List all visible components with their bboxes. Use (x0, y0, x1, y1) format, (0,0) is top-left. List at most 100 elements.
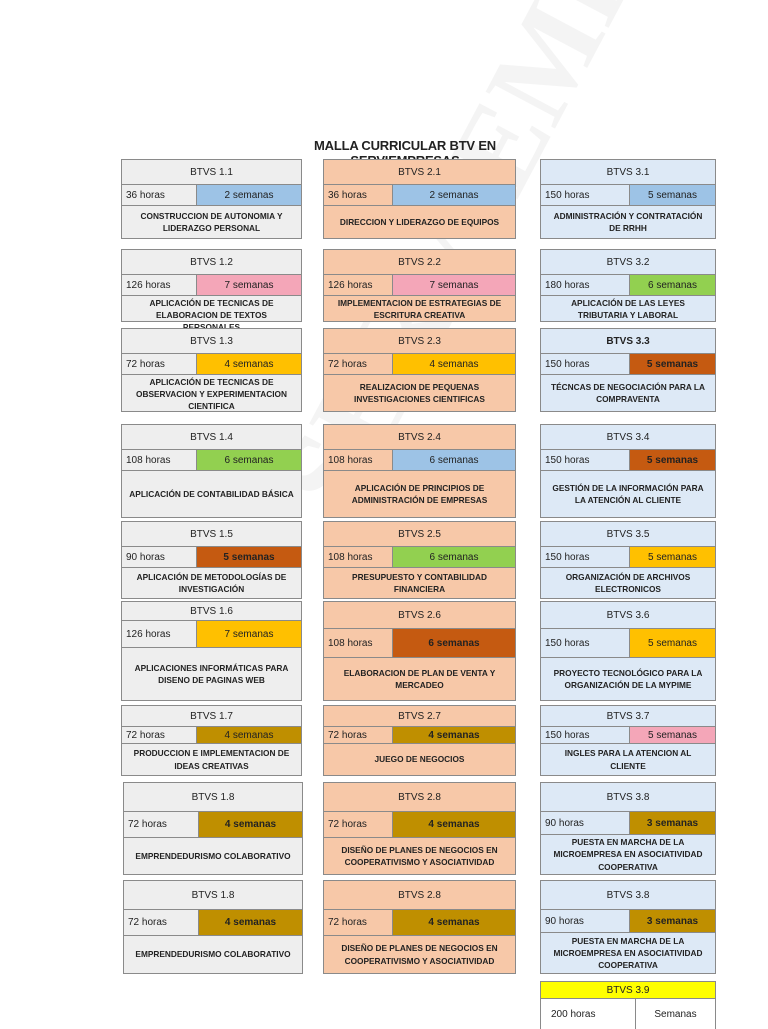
course-weeks: 3 semanas (630, 812, 715, 834)
course-name: PROYECTO TECNOLÓGICO PARA LA ORGANIZACIÓ… (553, 667, 703, 690)
course-code: BTVS 1.1 (122, 160, 301, 185)
course-weeks: 5 semanas (197, 547, 301, 567)
course-card-2-7: BTVS 2.7 72 horas 4 semanas JUEGO DE NEGO… (323, 705, 516, 776)
course-card-1-3: BTVS 1.3 72 horas 4 semanas APLICACIÓN DE… (121, 328, 302, 412)
course-code: BTVS 1.7 (122, 706, 301, 727)
course-card-3-7: BTVS 3.7 150 horas 5 semanas INGLES PARA … (540, 705, 716, 776)
course-code: BTVS 2.6 (324, 602, 515, 629)
course-weeks: 4 semanas (393, 727, 515, 743)
course-code: BTVS 1.6 (122, 602, 301, 621)
course-hours: 72 horas (124, 910, 199, 935)
course-hours: 90 horas (541, 910, 630, 932)
course-code: BTVS 3.2 (541, 250, 715, 275)
course-name: CONSTRUCCION DE AUTONOMIA Y LIDERAZGO PE… (140, 210, 283, 233)
course-weeks: 5 semanas (630, 450, 715, 470)
course-code: BTVS 1.3 (122, 329, 301, 354)
course-card-1-9: BTVS 1.8 72 horas 4 semanas EMPRENDEDURIS… (123, 880, 303, 974)
course-code: BTVS 2.8 (324, 783, 515, 812)
course-code: BTVS 1.5 (122, 522, 301, 547)
course-weeks: 4 semanas (199, 812, 302, 837)
course-card-2-6: BTVS 2.6 108 horas 6 semanas ELABORACION … (323, 601, 516, 701)
course-card-2-8: BTVS 2.8 72 horas 4 semanas DISEÑO DE PLA… (323, 782, 516, 875)
course-name: DIRECCION Y LIDERAZGO DE EQUIPOS (339, 216, 500, 227)
course-name: EMPRENDEDURISMO COLABORATIVO (135, 949, 291, 960)
course-hours: 150 horas (541, 629, 630, 657)
course-code: BTVS 2.3 (324, 329, 515, 354)
course-name: GESTIÓN DE LA INFORMACIÓN PARA LA ATENCI… (552, 482, 704, 505)
course-hours: 108 horas (324, 450, 393, 470)
course-code: BTVS 1.8 (124, 783, 302, 812)
course-card-3-4: BTVS 3.4 150 horas 5 semanas GESTIÓN DE L… (540, 424, 716, 518)
course-card-1-6: BTVS 1.6 126 horas 7 semanas APLICACIONES… (121, 601, 302, 701)
course-card-3-8: BTVS 3.8 90 horas 3 semanas PUESTA EN MAR… (540, 782, 716, 875)
course-card-2-3: BTVS 2.3 72 horas 4 semanas REALIZACION D… (323, 328, 516, 412)
course-code: BTVS 3.4 (541, 425, 715, 450)
course-code: BTVS 3.7 (541, 706, 715, 727)
course-hours: 150 horas (541, 185, 630, 205)
course-weeks: 4 semanas (199, 910, 302, 935)
course-weeks: 3 semanas (630, 910, 715, 932)
course-hours: 126 horas (122, 621, 197, 647)
course-card-1-5: BTVS 1.5 90 horas 5 semanas APLICACIÓN DE… (121, 521, 302, 599)
course-weeks: 4 semanas (393, 910, 515, 935)
course-weeks: 6 semanas (393, 629, 515, 657)
course-hours: 72 horas (324, 354, 393, 374)
course-hours: 150 horas (541, 450, 630, 470)
course-weeks: 6 semanas (393, 450, 515, 470)
course-hours: 36 horas (122, 185, 197, 205)
course-weeks: 5 semanas (630, 185, 715, 205)
course-weeks: 4 semanas (393, 812, 515, 837)
course-name: PUESTA EN MARCHA DE LA MICROEMPRESA EN A… (553, 837, 703, 872)
course-hours: 108 horas (324, 547, 393, 567)
course-name: APLICACIÓN DE TECNICAS DE OBSERVACION Y … (136, 377, 287, 412)
course-hours: 90 horas (541, 812, 630, 834)
course-card-3-1: BTVS 3.1 150 horas 5 semanas ADMINISTRACI… (540, 159, 716, 239)
course-weeks: 4 semanas (197, 727, 301, 743)
course-name: DISEÑO DE PLANES DE NEGOCIOS EN COOPERAT… (341, 844, 498, 867)
course-card-1-2: BTVS 1.2 126 horas 7 semanas APLICACIÓN D… (121, 249, 302, 332)
course-weeks: 5 semanas (630, 547, 715, 567)
course-name: DISEÑO DE PLANES DE NEGOCIOS EN COOPERAT… (341, 943, 498, 966)
course-weeks: 2 semanas (197, 185, 301, 205)
course-hours: 36 horas (324, 185, 393, 205)
course-code: BTVS 2.5 (324, 522, 515, 547)
course-card-1-4: BTVS 1.4 108 horas 6 semanas APLICACIÓN D… (121, 424, 302, 518)
course-name: EMPRENDEDURISMO COLABORATIVO (135, 850, 291, 861)
course-name: ELABORACION DE PLAN DE VENTA Y MERCADEO (343, 667, 496, 690)
course-name: APLICACIONES INFORMÁTICAS PARA DISENO DE… (134, 662, 289, 685)
course-weeks: Semanas (654, 1008, 697, 1020)
course-name: TÉCNCAS DE NEGOCIACIÓN PARA LA COMPRAVEN… (551, 381, 705, 404)
course-weeks: 7 semanas (393, 275, 515, 295)
course-hours: 150 horas (541, 354, 630, 374)
course-name: ADMINISTRACIÓN Y CONTRATACIÓN DE RRHH (553, 210, 703, 233)
course-name: INGLES PARA LA ATENCION AL CLIENTE (564, 748, 692, 771)
course-card-2-4: BTVS 2.4 108 horas 6 semanas APLICACIÓN D… (323, 424, 516, 518)
course-code: BTVS 3.6 (541, 602, 715, 629)
course-card-2-9: BTVS 2.8 72 horas 4 semanas DISEÑO DE PLA… (323, 880, 516, 974)
course-name: APLICACIÓN DE TECNICAS DE ELABORACION DE… (149, 298, 274, 332)
course-card-3-6: BTVS 3.6 150 horas 5 semanas PROYECTO TEC… (540, 601, 716, 701)
course-name: IMPLEMENTACION DE ESTRATEGIAS DE ESCRITU… (337, 298, 502, 321)
course-code: BTVS 3.3 (541, 329, 715, 354)
course-card-3-5: BTVS 3.5 150 horas 5 semanas ORGANIZACIÓN… (540, 521, 716, 599)
course-hours: 126 horas (122, 275, 197, 295)
course-card-1-1: BTVS 1.1 36 horas 2 semanas CONSTRUCCION … (121, 159, 302, 239)
course-hours: 72 horas (122, 354, 197, 374)
course-code: BTVS 2.1 (324, 160, 515, 185)
course-weeks: 7 semanas (197, 621, 301, 647)
course-name: APLICACIÓN DE LAS LEYES TRIBUTARIA Y LAB… (571, 298, 685, 321)
course-card-1-7: BTVS 1.7 72 horas 4 semanas PRODUCCION E … (121, 705, 302, 776)
course-code: BTVS 3.1 (541, 160, 715, 185)
course-name: APLICACIÓN DE PRINCIPIOS DE ADMINISTRACI… (351, 482, 488, 505)
course-hours: 126 horas (324, 275, 393, 295)
course-name: APLICACIÓN DE CONTABILIDAD BÁSICA (129, 488, 294, 499)
course-code: BTVS 3.9 (541, 982, 715, 999)
course-name: JUEGO DE NEGOCIOS (374, 754, 465, 765)
course-code: BTVS 1.2 (122, 250, 301, 275)
course-code: BTVS 1.4 (122, 425, 301, 450)
course-card-2-1: BTVS 2.1 36 horas 2 semanas DIRECCION Y L… (323, 159, 516, 239)
course-weeks: 5 semanas (630, 629, 715, 657)
course-card-2-2: BTVS 2.2 126 horas 7 semanas IMPLEMENTACI… (323, 249, 516, 322)
course-hours: 72 horas (122, 727, 197, 743)
course-weeks: 2 semanas (393, 185, 515, 205)
